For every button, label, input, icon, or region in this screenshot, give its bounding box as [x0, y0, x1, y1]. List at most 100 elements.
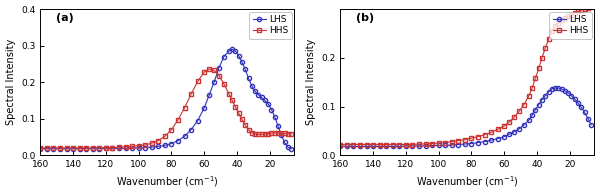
HHS: [337, 143, 344, 146]
LHS: [356, 145, 364, 148]
LHS: [511, 131, 518, 133]
HHS: [229, 99, 236, 102]
HHS: [148, 142, 155, 144]
X-axis label: Wavenumber (cm$^{-1}$): Wavenumber (cm$^{-1}$): [416, 175, 518, 190]
HHS: [422, 143, 429, 145]
HHS: [220, 83, 227, 85]
HHS: [284, 132, 292, 135]
LHS: [258, 96, 265, 99]
LHS: [548, 88, 556, 90]
LHS: [494, 137, 502, 140]
LHS: [551, 87, 559, 89]
HHS: [175, 119, 182, 121]
HHS: [551, 25, 559, 27]
LHS: [268, 108, 275, 111]
HHS: [70, 147, 77, 149]
HHS: [525, 95, 532, 97]
LHS: [175, 139, 182, 142]
HHS: [122, 146, 129, 148]
LHS: [50, 147, 57, 150]
HHS: [475, 136, 482, 138]
HHS: [488, 131, 495, 134]
HHS: [89, 147, 97, 149]
HHS: [115, 146, 122, 148]
LHS: [89, 147, 97, 150]
HHS: [83, 147, 90, 149]
LHS: [428, 144, 436, 147]
LHS: [251, 90, 259, 92]
HHS: [356, 143, 364, 146]
HHS: [225, 93, 232, 95]
Line: LHS: LHS: [338, 86, 593, 149]
HHS: [565, 15, 572, 18]
X-axis label: Wavenumber (cm$^{-1}$): Wavenumber (cm$^{-1}$): [116, 175, 218, 190]
LHS: [455, 143, 462, 146]
HHS: [455, 139, 462, 142]
HHS: [128, 145, 136, 148]
HHS: [396, 143, 403, 146]
HHS: [245, 129, 252, 131]
LHS: [200, 106, 208, 109]
LHS: [370, 145, 377, 148]
LHS: [538, 98, 545, 101]
LHS: [194, 119, 202, 122]
HHS: [211, 69, 218, 72]
LHS: [555, 87, 562, 89]
HHS: [532, 77, 539, 79]
HHS: [155, 139, 162, 142]
HHS: [103, 146, 110, 149]
LHS: [337, 145, 344, 148]
HHS: [581, 8, 588, 10]
LHS: [225, 50, 232, 52]
HHS: [271, 132, 278, 134]
LHS: [520, 124, 527, 126]
LHS: [63, 147, 70, 150]
LHS: [525, 119, 532, 121]
HHS: [235, 112, 242, 114]
LHS: [235, 55, 242, 57]
LHS: [232, 50, 239, 52]
LHS: [96, 147, 103, 150]
LHS: [262, 99, 269, 102]
LHS: [535, 103, 542, 106]
HHS: [578, 9, 585, 11]
HHS: [262, 133, 269, 135]
HHS: [389, 143, 397, 146]
HHS: [265, 132, 272, 135]
HHS: [251, 133, 259, 135]
LHS: [122, 147, 129, 149]
LHS: [565, 92, 572, 94]
HHS: [109, 146, 116, 149]
LHS: [109, 147, 116, 149]
Line: LHS: LHS: [38, 47, 293, 151]
HHS: [558, 19, 565, 21]
Y-axis label: Spectral Intensity: Spectral Intensity: [5, 39, 16, 125]
LHS: [211, 81, 218, 83]
HHS: [403, 143, 410, 146]
LHS: [242, 68, 249, 71]
LHS: [468, 142, 475, 145]
LHS: [238, 61, 245, 63]
HHS: [481, 134, 488, 136]
Legend: LHS, HHS: LHS, HHS: [249, 12, 292, 39]
LHS: [542, 95, 549, 97]
HHS: [242, 124, 249, 126]
LHS: [115, 147, 122, 149]
LHS: [43, 147, 50, 150]
LHS: [271, 116, 278, 118]
LHS: [220, 55, 227, 58]
LHS: [376, 145, 383, 148]
LHS: [181, 135, 188, 137]
HHS: [415, 143, 422, 145]
LHS: [363, 145, 370, 148]
HHS: [232, 106, 239, 108]
HHS: [37, 147, 44, 149]
HHS: [96, 147, 103, 149]
HHS: [428, 142, 436, 145]
LHS: [161, 144, 169, 146]
LHS: [584, 118, 592, 120]
LHS: [403, 145, 410, 147]
HHS: [76, 147, 83, 149]
LHS: [581, 111, 588, 113]
Text: (a): (a): [56, 13, 73, 23]
